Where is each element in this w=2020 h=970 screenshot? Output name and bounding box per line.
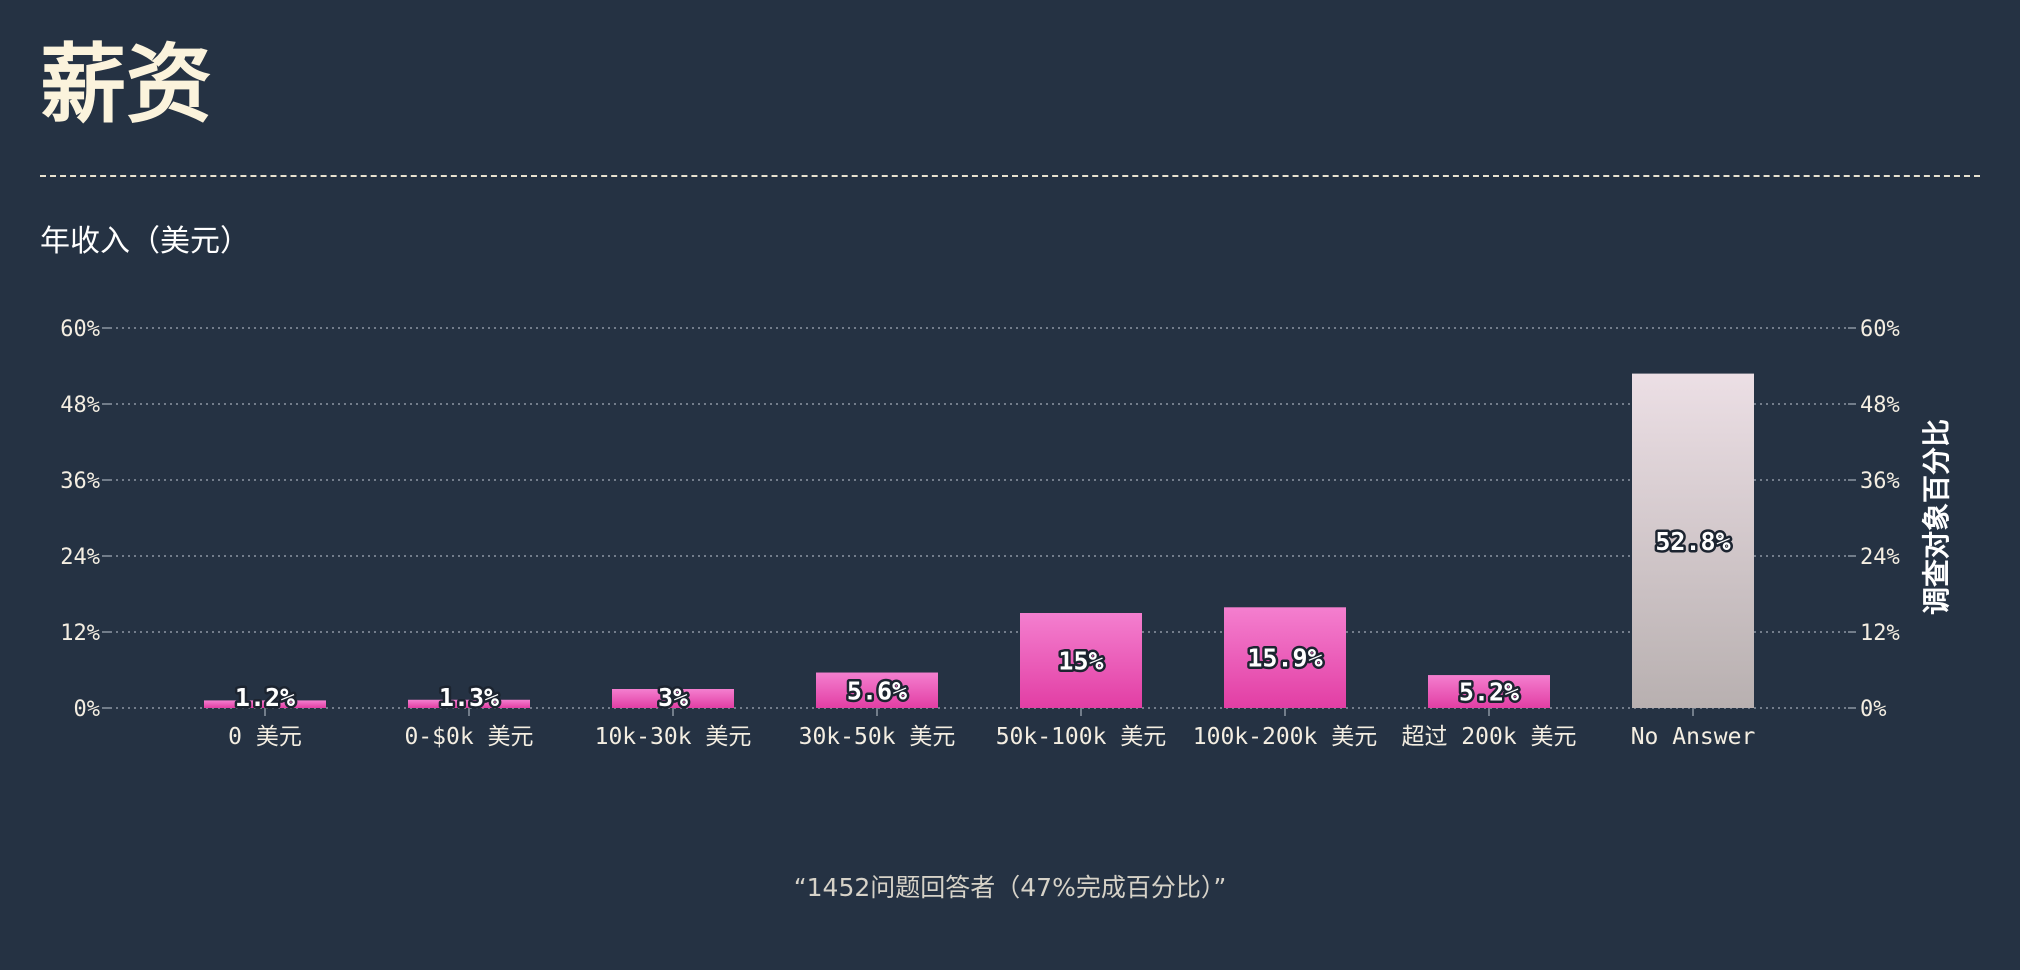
value-label: 15% bbox=[1058, 647, 1103, 676]
y-tick-label: 0% bbox=[74, 697, 101, 722]
value-labels: 1.2% 1.3% 3% 5.6% 15% 15.9% 5.2% 52.8% bbox=[235, 527, 1731, 712]
x-tick-label: 10k-30k 美元 bbox=[595, 724, 752, 750]
y-tick-label: 60% bbox=[60, 317, 100, 342]
x-tick-label: 50k-100k 美元 bbox=[996, 724, 1167, 750]
respondents-caption: “1452问题回答者（47%完成百分比）” bbox=[0, 870, 2020, 906]
y-tick-label-right: 24% bbox=[1860, 545, 1900, 570]
y-tick-label: 24% bbox=[60, 545, 100, 570]
y-tick-label-right: 36% bbox=[1860, 469, 1900, 494]
y-tick-label: 12% bbox=[60, 621, 100, 646]
value-label: 1.3% bbox=[439, 683, 499, 712]
value-label: 5.2% bbox=[1459, 678, 1519, 707]
value-label: 5.6% bbox=[847, 676, 907, 705]
value-label: 15.9% bbox=[1247, 644, 1322, 673]
right-axis-title: 调查对象百分比 bbox=[1920, 419, 1953, 615]
y-tick-label: 48% bbox=[60, 393, 100, 418]
y-tick-label-right: 48% bbox=[1860, 393, 1900, 418]
x-tick-label: 100k-200k 美元 bbox=[1193, 724, 1377, 750]
x-tick-label: 30k-50k 美元 bbox=[799, 724, 956, 750]
x-tick-label: No Answer bbox=[1631, 724, 1756, 750]
grid-lines bbox=[102, 328, 1856, 708]
y-axis-ticks: 0% 0% 12% 12% 24% 24% 36% 36% 48% 48% 60% 60% bbox=[60, 317, 1900, 722]
y-tick-label-right: 12% bbox=[1860, 621, 1900, 646]
y-tick-label-right: 0% bbox=[1860, 697, 1887, 722]
x-tick-label: 超过 200k 美元 bbox=[1401, 724, 1576, 750]
x-tick-label: 0 美元 bbox=[228, 724, 302, 750]
value-label: 1.2% bbox=[235, 683, 295, 712]
bar-chart: 0% 0%12% 12%24% 24%36% 36%48% 48%60% 60% 0 美元 0… bbox=[0, 0, 2020, 860]
bars bbox=[204, 374, 1754, 708]
value-label: 3% bbox=[658, 683, 688, 712]
x-axis-ticks: 0 美元 0-$0k 美元 10k-30k 美元 30k-50k 美元 50k-100k… bbox=[228, 708, 1755, 750]
x-tick-label: 0-$0k 美元 bbox=[404, 724, 533, 750]
y-tick-label: 36% bbox=[60, 469, 100, 494]
y-tick-label-right: 60% bbox=[1860, 317, 1900, 342]
value-label: 52.8% bbox=[1655, 527, 1730, 556]
